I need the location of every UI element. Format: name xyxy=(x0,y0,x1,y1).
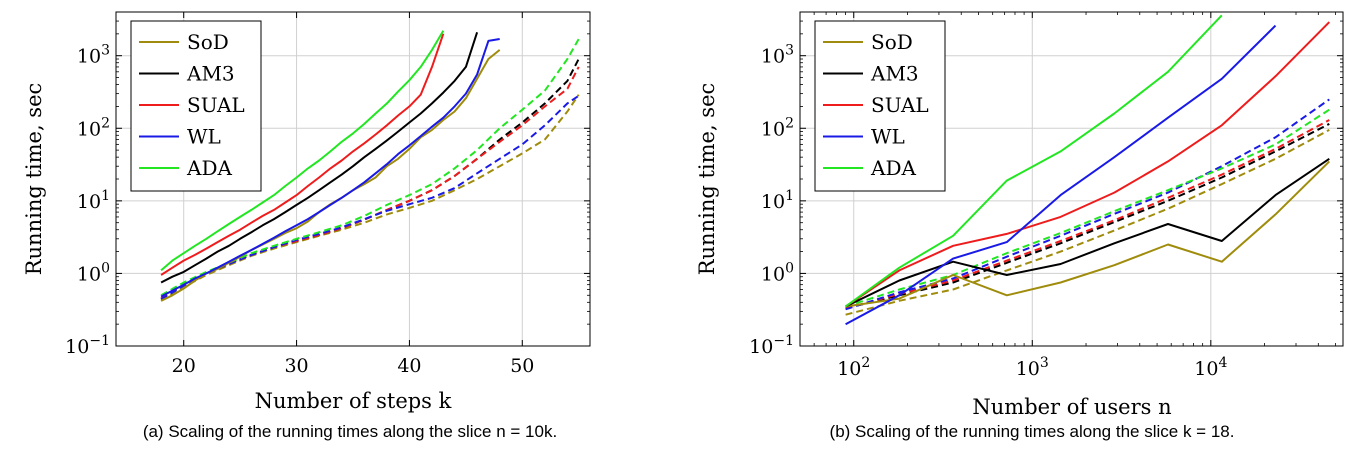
series-group xyxy=(160,30,580,302)
series-line-am3-dashed xyxy=(845,123,1330,310)
chart-a: 20 30 40 50 10−1 100 101 102 103 Number of steps … xyxy=(22,11,591,441)
series-line-am3-solid xyxy=(160,31,479,284)
y-tick-label: 10−1 xyxy=(65,333,110,358)
series-line-wl-dashed xyxy=(160,94,580,301)
legend-label-sual: SUAL xyxy=(187,93,245,117)
series-line-wl-solid xyxy=(160,38,500,298)
caption-b: (b) Scaling of the running times along t… xyxy=(830,422,1235,441)
series-line-sod-solid xyxy=(845,160,1331,308)
x-tick-label: 50 xyxy=(510,355,534,377)
legend-box xyxy=(130,20,262,192)
x-axis-title: Number of users n xyxy=(972,395,1171,419)
y-tick-label: 100 xyxy=(761,260,794,285)
y-axis-title: Running time, sec xyxy=(695,83,719,276)
y-tick-label: 103 xyxy=(761,43,794,68)
legend: SoD AM3 SUAL WL ADA xyxy=(130,20,262,192)
legend-label-sual: SUAL xyxy=(871,93,929,117)
series-group xyxy=(845,14,1331,326)
legend-label-ada: ADA xyxy=(186,156,232,180)
y-tick-label: 100 xyxy=(77,260,110,285)
legend-label-wl: WL xyxy=(187,125,221,149)
series-line-wl-dashed xyxy=(845,98,1330,311)
series-line-sual-solid xyxy=(160,33,445,276)
series-line-am3-solid xyxy=(845,157,1330,308)
legend-label-am3: AM3 xyxy=(186,62,235,86)
y-axis-title: Running time, sec xyxy=(22,83,46,276)
x-tick-label: 20 xyxy=(172,355,196,377)
x-tick-label: 102 xyxy=(837,355,870,380)
ticks: 20 30 40 50 10−1 100 101 102 103 xyxy=(65,12,590,377)
series-line-ada-solid xyxy=(845,14,1223,308)
legend-label-sod: SoD xyxy=(187,30,229,54)
series-line-wl-solid xyxy=(845,24,1277,326)
x-tick-label: 104 xyxy=(1194,355,1227,380)
y-tick-label: 101 xyxy=(761,188,794,213)
series-line-sod-dashed xyxy=(160,94,580,302)
series-line-ada-dashed xyxy=(845,108,1330,308)
y-tick-label: 102 xyxy=(761,115,794,140)
y-tick-label: 103 xyxy=(77,43,110,68)
legend: SoD AM3 SUAL WL ADA xyxy=(814,20,946,192)
y-tick-label: 101 xyxy=(77,188,110,213)
legend-label-sod: SoD xyxy=(871,30,913,54)
x-tick-label: 103 xyxy=(1016,355,1049,380)
series-line-sual-solid xyxy=(845,21,1331,308)
legend-label-am3: AM3 xyxy=(870,62,919,86)
x-tick-label: 40 xyxy=(397,355,421,377)
x-tick-label: 30 xyxy=(284,355,308,377)
y-tick-label: 102 xyxy=(77,115,110,140)
legend-label-wl: WL xyxy=(871,125,905,149)
ticks: 102 103 104 10−1 100 101 102 103 xyxy=(749,12,1343,380)
caption-a: (a) Scaling of the running times along t… xyxy=(143,422,557,441)
chart-b: 102 103 104 10−1 100 101 102 103 Number of users… xyxy=(695,11,1344,441)
plot-frame xyxy=(799,11,1344,347)
plot-frame xyxy=(115,11,591,347)
series-line-ada-solid xyxy=(160,30,445,272)
legend-label-ada: ADA xyxy=(870,156,916,180)
x-axis-title: Number of steps k xyxy=(255,389,452,413)
y-tick-label: 10−1 xyxy=(749,333,794,358)
series-line-sod-dashed xyxy=(845,129,1330,316)
